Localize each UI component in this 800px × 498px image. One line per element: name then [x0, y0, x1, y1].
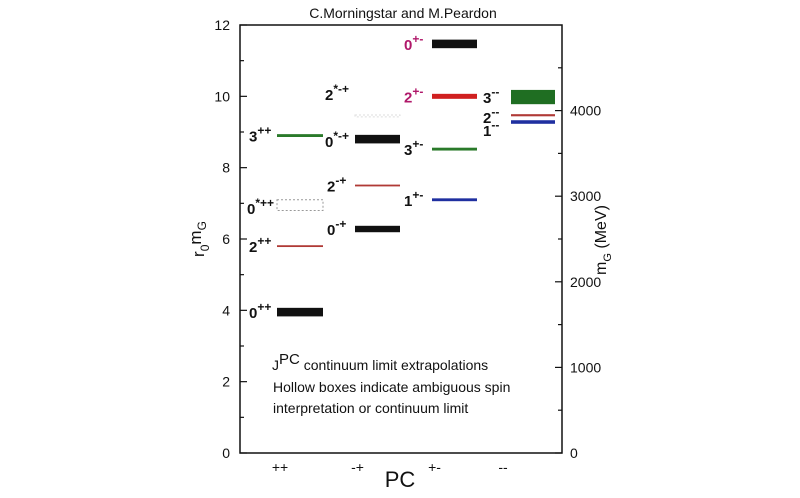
x-tick-label: -+	[351, 459, 364, 475]
level-label: 3+-	[404, 137, 423, 159]
y-tick-label: 4	[222, 302, 230, 318]
level-label: 1--	[483, 118, 499, 140]
y-tick-label: 12	[214, 17, 230, 33]
level-label: 0*-+	[325, 129, 349, 151]
y-tick-label: 6	[222, 231, 230, 247]
chart-title: C.Morningstar and M.Peardon	[309, 5, 497, 21]
level-0+-	[432, 39, 477, 49]
level-label: 2-+	[327, 174, 346, 196]
x-tick-label: ++	[272, 459, 288, 475]
y-tick-label: 8	[222, 160, 230, 176]
y2-tick-label: 2000	[570, 274, 601, 290]
y2-tick-label: 4000	[570, 103, 601, 119]
y-tick-label: 10	[214, 88, 230, 104]
x-axis-label: PC	[385, 467, 416, 492]
x-tick-label: +-	[428, 459, 441, 475]
svg-text:interpretation or continuum li: interpretation or continuum limit	[273, 400, 468, 416]
level-label: 0+-	[404, 32, 423, 54]
level-1--	[511, 120, 555, 124]
level-2++	[277, 245, 323, 248]
y-tick-label: 2	[222, 374, 230, 390]
level-label: 3--	[483, 85, 499, 107]
level-2*-+	[354, 114, 401, 118]
level-2+-	[432, 93, 477, 99]
y2-axis-label: mG (MeV)	[593, 205, 614, 275]
svg-text:Hollow boxes indicate ambiguou: Hollow boxes indicate ambiguous spin	[273, 379, 510, 395]
level-label: 2+-	[404, 84, 423, 106]
level-1+-	[432, 198, 477, 202]
level-label: 2--	[483, 105, 499, 127]
y-axis-label: r0mG	[186, 221, 212, 257]
level-0*++	[276, 199, 324, 211]
level-0++	[277, 307, 323, 317]
level-label: 2++	[249, 234, 271, 256]
level-0*-+	[355, 134, 400, 144]
level-3++	[277, 134, 323, 137]
level-label: 2*-+	[325, 82, 349, 104]
level-label: 0*++	[247, 196, 274, 218]
level-3+-	[432, 147, 477, 151]
level-label: 0++	[249, 300, 271, 322]
level-2--	[511, 114, 555, 117]
svg-text:JPC continuum limit extrapolat: JPC continuum limit extrapolations	[272, 351, 488, 373]
y2-tick-label: 3000	[570, 188, 601, 204]
x-tick-label: --	[498, 459, 508, 475]
level-3--	[511, 89, 555, 105]
level-label: 3++	[249, 124, 271, 146]
level-label: 0-+	[327, 217, 346, 239]
level-label: 1+-	[404, 188, 423, 210]
y2-tick-label: 1000	[570, 359, 601, 375]
annotation: JPC continuum limit extrapolations Hollo…	[272, 351, 510, 416]
level-0-+	[355, 225, 400, 233]
level-2-+	[355, 184, 400, 187]
y-tick-label: 0	[222, 445, 230, 461]
y2-tick-label: 0	[570, 445, 578, 461]
